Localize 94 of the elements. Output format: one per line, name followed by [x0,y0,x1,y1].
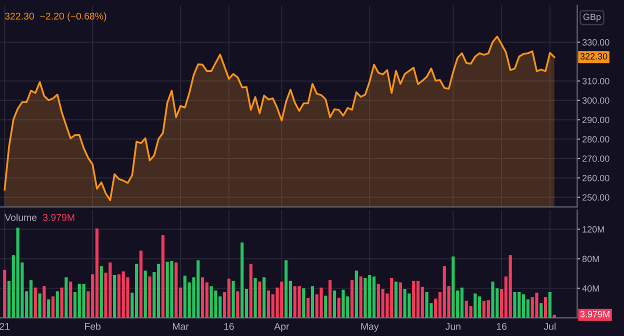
bar [95,228,99,318]
x-tick-label: 16 [496,322,507,330]
bar [82,284,86,318]
bar [403,289,406,318]
bar [302,288,306,318]
y-tick-label: 270.00 [582,155,610,162]
bar [249,264,252,318]
bar [144,270,147,318]
bar [306,298,310,318]
bar [364,278,367,318]
bar [425,292,428,318]
chart-subtitle: 3.979M [42,214,74,221]
bar [227,278,230,318]
x-tick-label: 16 [224,322,234,330]
x-tick-label: Jun [446,323,460,330]
text: 322.30 [580,53,608,60]
bar [254,278,257,318]
bar [412,280,416,318]
bar [398,282,402,318]
bar [42,286,46,318]
bar [56,291,59,318]
bar [320,288,323,318]
y-tick-label: 260.00 [582,174,610,182]
x-tick-label: Apr [274,323,290,332]
y-tick-label: 250.00 [582,194,610,201]
y-tick-label: 310.00 [582,78,610,84]
bar [342,290,345,318]
bar [372,276,376,318]
bar [452,256,455,318]
y-tick-label: 280.00 [582,136,610,142]
bar [47,299,50,318]
x-tick-label: May [361,323,379,332]
bar [328,280,332,318]
bar [535,292,538,318]
bar [482,300,486,318]
bar [416,280,420,318]
text: 3.979M [580,310,610,318]
bar [69,282,72,318]
bar [148,276,152,318]
bar [113,275,116,318]
bar [508,255,512,318]
bar [337,298,340,318]
bar [139,250,142,318]
y-tick-label: 300.00 [582,97,610,104]
bar [38,293,42,318]
bar [350,280,354,318]
y-tick-label: 40M [582,285,599,292]
bar [491,282,494,318]
bar [359,276,362,318]
bar [354,270,358,318]
bar [266,290,270,318]
text: GBp [583,14,601,22]
bar [324,296,328,318]
bar [232,280,235,318]
bar [540,303,543,318]
y-tick-label: 120M [582,226,604,233]
bar [34,288,37,318]
bar [240,242,244,318]
bar [486,300,490,318]
bar [544,297,548,318]
bar [60,288,64,318]
bar [548,292,552,318]
bar [3,270,6,318]
x-tick-label: Mar [172,323,189,330]
bar [474,293,477,318]
bar [51,296,55,318]
y-tick-label: 290.00 [582,116,610,124]
bar [16,228,20,318]
bar [29,280,33,318]
bar [170,260,174,318]
y-tick-label: 80M [582,256,599,262]
bar [513,292,516,318]
bar [258,282,262,318]
x-tick-label: Jul [544,322,556,330]
bar [284,260,288,318]
y-tick-label: 330.00 [582,39,610,46]
bar [262,277,266,318]
bar [161,235,164,318]
text: 322.30 −2.20 (−0.68%) [4,12,106,22]
bar [408,293,411,318]
chart-title: Volume [4,214,37,221]
bar [460,288,464,318]
bar [210,286,213,318]
bar [236,291,240,318]
bar [174,262,178,318]
x-tick-label: Feb [84,322,101,330]
bar [64,277,68,318]
bar [394,282,398,318]
bar [310,286,314,318]
x-tick-label: 21 [0,322,10,330]
bar [298,286,301,318]
bar [200,277,204,318]
bar [332,290,336,318]
bar [100,266,103,318]
